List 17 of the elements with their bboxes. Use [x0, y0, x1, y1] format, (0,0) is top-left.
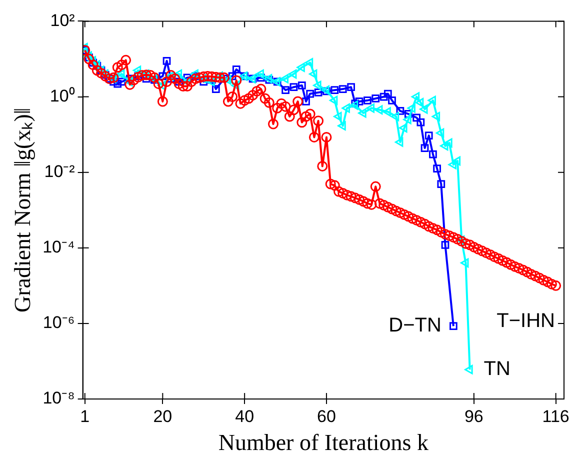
- y-tick-label: 10⁰: [50, 86, 75, 106]
- y-tick-label: 10⁻²: [44, 162, 76, 182]
- series-label: D−TN: [388, 314, 442, 337]
- x-tick-label: 60: [317, 406, 336, 426]
- y-tick-label: 10⁻⁴: [42, 238, 75, 257]
- y-axis-title: Gradient Norm ‖g(xₖ)‖: [10, 108, 35, 313]
- x-axis-title: Number of Iterations k: [218, 430, 429, 456]
- x-tick-label: 1: [80, 406, 90, 426]
- x-tick-label: 116: [542, 406, 570, 426]
- series-label: T−IHN: [496, 310, 555, 332]
- x-tick-label: 40: [235, 406, 254, 426]
- y-tick-label: 10²: [50, 10, 76, 30]
- y-tick-label: 10⁻⁶: [42, 313, 75, 332]
- x-tick-label: 96: [464, 406, 484, 426]
- x-tick-label: 20: [153, 406, 172, 426]
- y-tick-label: 10⁻⁸: [42, 388, 75, 408]
- series-label: TN: [484, 358, 510, 380]
